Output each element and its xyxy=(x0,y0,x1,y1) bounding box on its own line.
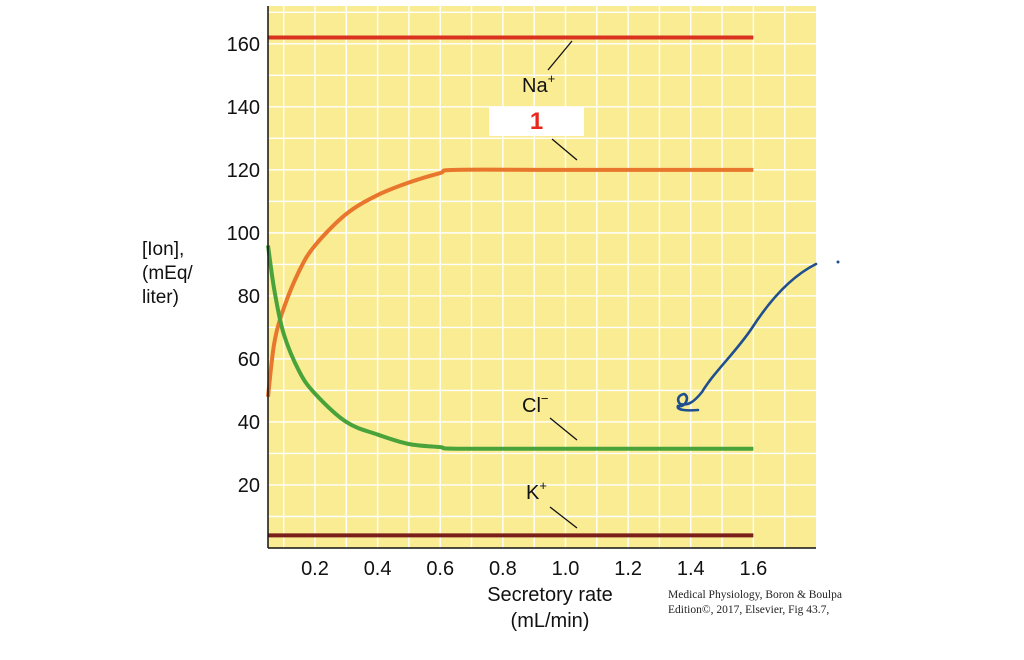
y-tick-label: 100 xyxy=(227,223,260,245)
hand-drawn-arrow xyxy=(676,262,818,412)
stray-mark xyxy=(836,260,840,264)
y-tick-label: 120 xyxy=(227,160,260,182)
label-leader-line xyxy=(547,40,573,71)
x-tick-label: 0.6 xyxy=(426,558,454,580)
x-tick-label: 1.2 xyxy=(614,558,642,580)
y-tick-label: 60 xyxy=(238,349,260,371)
y-axis-label: [Ion], (mEq/ liter) xyxy=(142,239,193,308)
x-tick-label: 1.6 xyxy=(739,558,767,580)
axes xyxy=(267,6,816,549)
y-tick-label: 160 xyxy=(227,34,260,56)
cl-label: Cl− xyxy=(522,391,548,417)
x-tick-label: 0.8 xyxy=(489,558,517,580)
y-tick-label: 140 xyxy=(227,97,260,119)
x-axis-label: Secretory rate (mL/min) xyxy=(487,584,613,632)
tick-labels: 20 40 60 80 100 120 140 160 0.2 0.4 0.6 0.8 1.0 1.2 1.… xyxy=(227,34,768,580)
series-group xyxy=(266,35,754,538)
grid xyxy=(268,6,816,548)
x-tick-label: 0.4 xyxy=(364,558,392,580)
label-leader-line xyxy=(549,506,578,529)
na-label: Na+ xyxy=(522,71,555,97)
label-leaders xyxy=(547,40,578,529)
blank-label-box: 1 xyxy=(489,107,584,136)
label-leader-line xyxy=(551,138,578,161)
cl-curve xyxy=(266,245,754,451)
plot-background xyxy=(268,6,816,548)
x-tick-label: 1.0 xyxy=(552,558,580,580)
figure-credit: Medical Physiology, Boron & Boulpaep, 3r… xyxy=(668,589,842,616)
x-tick-label: 0.2 xyxy=(301,558,329,580)
k-label: K+ xyxy=(526,478,547,504)
x-tick-label: 1.4 xyxy=(677,558,705,580)
y-tick-label: 40 xyxy=(238,412,260,434)
label-leader-line xyxy=(549,417,578,441)
y-tick-label: 20 xyxy=(238,475,260,497)
blank-ion-curve xyxy=(266,167,754,397)
y-tick-label: 80 xyxy=(238,286,260,308)
